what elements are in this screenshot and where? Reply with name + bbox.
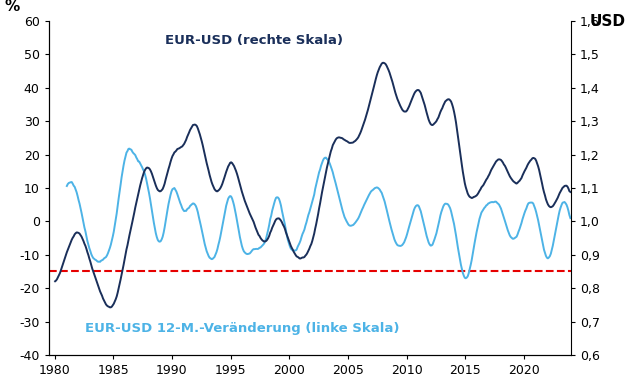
Text: EUR-USD (rechte Skala): EUR-USD (rechte Skala) (165, 34, 343, 47)
Y-axis label: %: % (4, 0, 20, 14)
Y-axis label: USD: USD (590, 14, 626, 29)
Text: EUR-USD 12-M.-Veränderung (linke Skala): EUR-USD 12-M.-Veränderung (linke Skala) (85, 322, 399, 334)
